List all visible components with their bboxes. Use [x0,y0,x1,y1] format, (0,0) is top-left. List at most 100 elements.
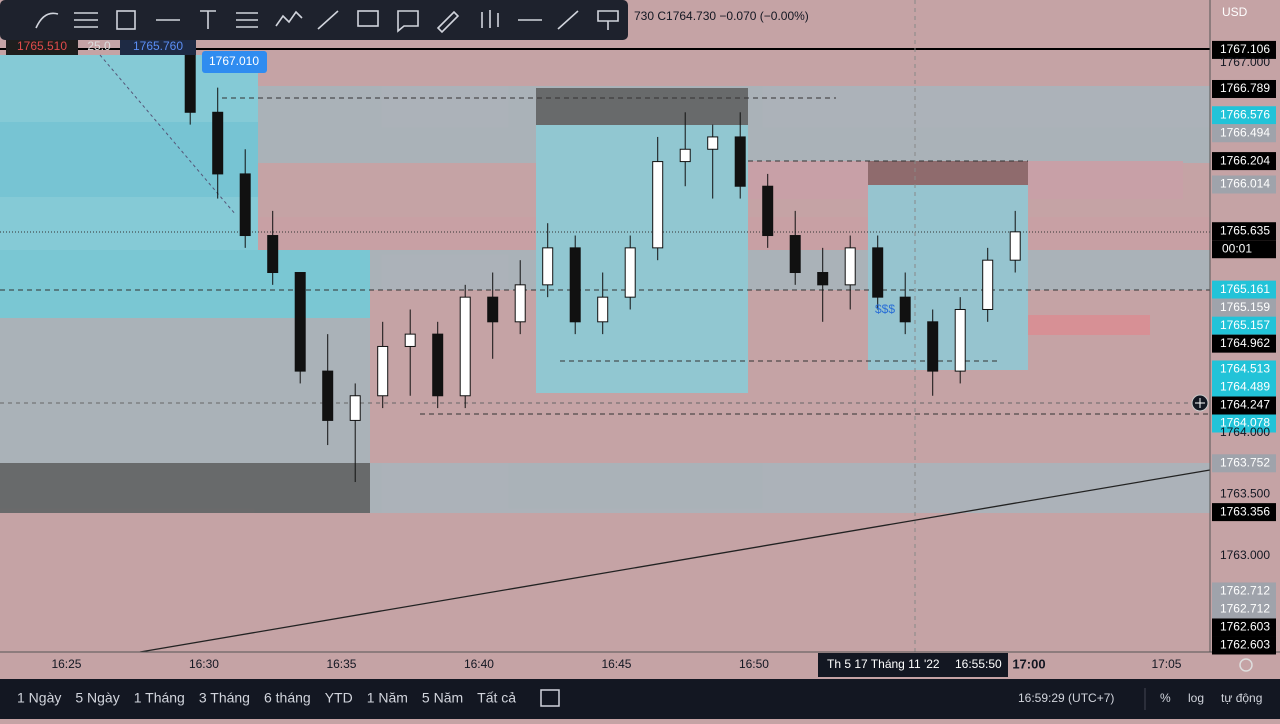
range-button[interactable]: 5 Năm [422,690,463,706]
drawing-toolbar [0,0,628,40]
date-range-icon[interactable] [540,689,560,707]
tool-icon[interactable] [236,12,258,28]
candle-body [954,308,966,372]
price-badge [1212,152,1276,171]
auto-toggle[interactable]: tự động [1221,691,1262,705]
zone [370,463,1210,513]
tool-icon[interactable] [357,10,379,27]
tool-icon[interactable] [275,10,303,27]
range-button[interactable]: YTD [325,690,353,706]
tool-icon[interactable] [35,12,59,29]
candle-body [377,345,389,397]
candle-body [872,247,884,298]
y-tick-label: 1764.247 [1220,398,1270,412]
y-tick-label: 1766.204 [1220,153,1270,167]
countdown-badge [1212,240,1276,259]
cursor-price-badge [202,51,267,73]
price-badge [1212,360,1276,379]
x-tick-label: 17:00 [1012,656,1045,671]
tool-icon[interactable] [116,10,136,30]
range-button[interactable]: 1 Tháng [134,690,185,706]
candle-body [487,296,499,323]
add-icon [1195,398,1205,408]
crosshair-time: 16:55:50 [955,657,1002,671]
tool-icon[interactable] [481,10,499,28]
price-badge [1212,280,1276,299]
currency[interactable]: USD [1222,5,1248,19]
candle-body [899,296,911,323]
price-badge-text: 1765.510 [17,39,67,53]
price-badge [1212,316,1276,335]
y-tick-label: 1764.078 [1220,416,1270,430]
candle-body [927,321,939,372]
candle-body [432,333,444,397]
y-tick-label: 1764.513 [1220,362,1270,376]
y-tick-label: 1763.752 [1220,455,1270,469]
price-badge [1212,454,1276,473]
candle-body [322,370,334,421]
range-button[interactable]: 1 Năm [367,690,408,706]
tool-icon[interactable] [557,10,579,30]
y-tick-label: 1767.000 [1220,55,1270,69]
y-tick-label: 1766.494 [1220,125,1270,139]
tool-icon[interactable] [74,12,98,28]
percent-toggle[interactable]: % [1160,691,1171,705]
candle-body [212,111,224,175]
candles [184,38,1021,483]
price-badge [1212,600,1276,619]
range-button[interactable]: 6 tháng [264,690,311,706]
tool-icon[interactable] [597,10,619,30]
bottom-bar [0,679,1280,719]
candle-body [1009,231,1021,261]
price-badge [1212,175,1276,194]
range-button[interactable]: 1 Ngày [17,690,61,706]
y-tick-label: 1765.159 [1220,300,1270,314]
y-tick-label: 1765.635 [1220,223,1270,237]
candle-body [267,235,279,274]
candle-body [597,296,609,323]
tool-icon[interactable] [317,10,339,30]
time-axis [0,652,1280,678]
price-badge [1212,222,1276,241]
zone [868,161,1028,185]
tool-icon[interactable] [200,10,216,29]
clock: 16:59:29 (UTC+7) [1018,691,1114,705]
x-tick-label: 16:30 [189,657,219,671]
y-tick-label: 1762.712 [1220,584,1270,598]
candle-body [349,395,361,421]
y-tick-label: 1766.789 [1220,81,1270,95]
price-badge [120,38,196,55]
zone [536,88,748,125]
time-axis-labels: 16:25 16:30 16:35 16:40 16:45 16:50 17:00 17:05 [51,656,1181,671]
tool-icon[interactable] [397,10,419,33]
candle-body [239,173,251,237]
y-tick-label: 1767.106 [1220,42,1270,56]
range-button[interactable]: 3 Tháng [199,690,250,706]
log-toggle[interactable]: log [1188,691,1204,705]
range-button[interactable]: Tất cả [477,690,516,706]
price-badge [1212,414,1276,433]
x-tick-label: 16:45 [601,657,631,671]
candle-body [707,136,719,150]
crosshair-time-badge [818,653,1008,677]
price-badge [1212,106,1276,125]
x-tick-label: 17:05 [1151,657,1181,671]
settings-icon[interactable] [1239,658,1253,672]
y-tick-label: 1763.000 [1220,548,1270,562]
zone [536,125,748,393]
price-badge [1212,618,1276,637]
range-button[interactable]: 5 Ngày [75,690,119,706]
price-badge [1212,636,1276,655]
y-tick-label: 1764.489 [1220,380,1270,394]
y-tick-label: 1764.000 [1220,425,1270,439]
tool-icon[interactable] [436,10,460,34]
spread: 25.0 [87,39,111,53]
price-badge [6,38,78,55]
candle-body [762,185,774,237]
candle-body [734,136,746,187]
cursor-price: 1767.010 [209,54,259,68]
ohlc-legend: 730 C1764.730 −0.070 (−0.00%) [634,9,809,23]
